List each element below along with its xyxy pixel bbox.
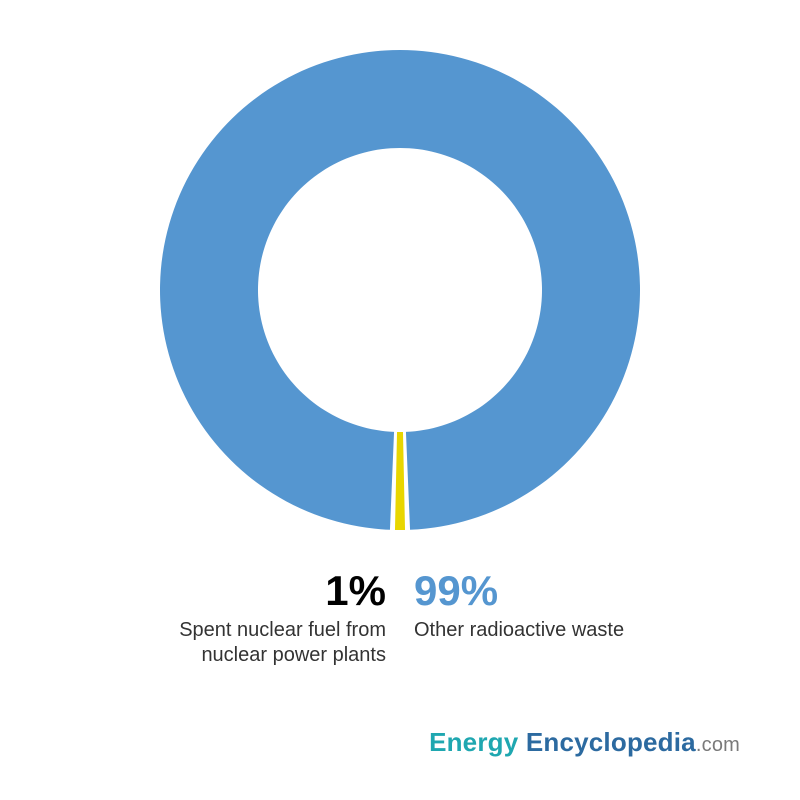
donut-slice-spent_fuel: [395, 432, 405, 530]
legend-right-description: Other radioactive waste: [414, 618, 624, 643]
legend-desc-line: Other radioactive waste: [414, 619, 624, 641]
legend-right-percent: 99%: [414, 570, 498, 612]
donut-chart: [150, 40, 650, 540]
donut-svg: [150, 40, 650, 540]
attribution-tld: .com: [696, 734, 740, 756]
legend: 1% Spent nuclear fuel from nuclear power …: [0, 570, 800, 668]
legend-left-description: Spent nuclear fuel from nuclear power pla…: [179, 618, 386, 668]
attribution: Energy Encyclopedia.com: [429, 727, 740, 758]
legend-desc-line: Spent nuclear fuel from: [179, 619, 386, 641]
attribution-word-encyclopedia: Encyclopedia: [518, 727, 695, 757]
legend-left-percent: 1%: [325, 570, 386, 612]
legend-right: 99% Other radioactive waste: [414, 570, 684, 668]
legend-left: 1% Spent nuclear fuel from nuclear power …: [116, 570, 386, 668]
legend-desc-line: nuclear power plants: [201, 644, 386, 666]
attribution-word-energy: Energy: [429, 727, 518, 757]
